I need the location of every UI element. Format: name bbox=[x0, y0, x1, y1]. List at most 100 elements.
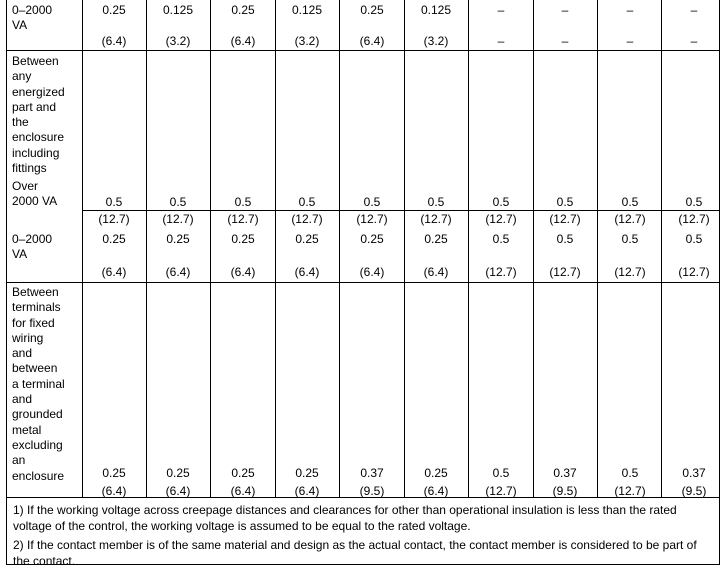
table-cell: 0.25 bbox=[424, 466, 448, 480]
table-cell: (6.4) bbox=[423, 484, 449, 498]
footnote-2: 2) If the contact member is of the same … bbox=[13, 538, 697, 568]
table-cell: 0.25 bbox=[295, 466, 319, 480]
table-cell: 0.5 bbox=[556, 195, 574, 209]
table-cell: (12.7) bbox=[678, 265, 710, 279]
table-cell: – bbox=[626, 3, 634, 17]
table-cell: (6.4) bbox=[294, 484, 320, 498]
table-cell: 0.5 bbox=[621, 466, 639, 480]
table-cell: (6.4) bbox=[230, 484, 256, 498]
table-cell: – bbox=[561, 34, 569, 48]
table-cell: (12.7) bbox=[291, 212, 323, 226]
column-divider bbox=[339, 0, 340, 497]
table-cell: 0.25 bbox=[166, 466, 190, 480]
column-divider bbox=[597, 0, 598, 497]
table-cell: 0.5 bbox=[556, 232, 574, 246]
table-cell: 0.25 bbox=[360, 3, 384, 17]
table-cell: (12.7) bbox=[420, 212, 452, 226]
table-cell: 0.5 bbox=[685, 232, 703, 246]
table-cell: 0.5 bbox=[492, 195, 510, 209]
table-cell: (6.4) bbox=[423, 265, 449, 279]
table-cell: (12.7) bbox=[356, 212, 388, 226]
table-cell: (9.5) bbox=[681, 484, 707, 498]
table-cell: 0.125 bbox=[420, 3, 452, 17]
table-cell: (6.4) bbox=[230, 34, 256, 48]
table-cell: (3.2) bbox=[165, 34, 191, 48]
row-label-0-2000va: 0–2000 VA bbox=[12, 232, 53, 262]
table-cell: 0.5 bbox=[492, 232, 510, 246]
table-cell: 0.5 bbox=[298, 195, 316, 209]
footnote-1: 1) If the working voltage across creepag… bbox=[13, 503, 677, 533]
row-divider bbox=[7, 50, 719, 51]
table-cell: 0.25 bbox=[102, 232, 126, 246]
table-cell: – bbox=[690, 3, 698, 17]
table-cell: (3.2) bbox=[294, 34, 320, 48]
table-cell: 0.25 bbox=[102, 3, 126, 17]
row-label-over-2000va: Over 2000 VA bbox=[12, 179, 58, 209]
column-divider bbox=[661, 0, 662, 497]
table-cell: (12.7) bbox=[485, 484, 517, 498]
table-cell: (12.7) bbox=[678, 212, 710, 226]
column-divider bbox=[404, 0, 405, 497]
table-cell: 0.5 bbox=[492, 466, 510, 480]
table-cell: (9.5) bbox=[359, 484, 385, 498]
table-cell: 0.5 bbox=[621, 195, 639, 209]
table-cell: (6.4) bbox=[101, 484, 127, 498]
column-divider bbox=[82, 0, 83, 497]
table-cell: 0.37 bbox=[682, 466, 706, 480]
row-divider bbox=[7, 282, 719, 283]
table-cell: 0.5 bbox=[105, 195, 123, 209]
table-cell: (6.4) bbox=[165, 484, 191, 498]
table-cell: (12.7) bbox=[485, 212, 517, 226]
table-cell: (12.7) bbox=[227, 212, 259, 226]
table-cell: – bbox=[561, 3, 569, 17]
table-cell: 0.25 bbox=[231, 232, 255, 246]
table-cell: (12.7) bbox=[549, 212, 581, 226]
table-cell: (6.4) bbox=[359, 34, 385, 48]
row-divider bbox=[7, 497, 719, 498]
table-cell: (12.7) bbox=[614, 484, 646, 498]
table-cell: – bbox=[497, 34, 505, 48]
table-cell: 0.125 bbox=[291, 3, 323, 17]
table-cell: – bbox=[626, 34, 634, 48]
column-divider bbox=[275, 0, 276, 497]
table-cell: (12.7) bbox=[162, 212, 194, 226]
table-cell: – bbox=[690, 34, 698, 48]
table-cell: 0.5 bbox=[234, 195, 252, 209]
table-cell: (6.4) bbox=[101, 34, 127, 48]
table-cell: (6.4) bbox=[230, 265, 256, 279]
column-divider bbox=[146, 0, 147, 497]
table-cell: (6.4) bbox=[359, 265, 385, 279]
table-cell: 0.25 bbox=[166, 232, 190, 246]
table-cell: (12.7) bbox=[485, 265, 517, 279]
table-cell: 0.5 bbox=[427, 195, 445, 209]
table-cell: 0.125 bbox=[162, 3, 194, 17]
table-cell: 0.25 bbox=[424, 232, 448, 246]
column-divider bbox=[468, 0, 469, 497]
column-divider bbox=[210, 0, 211, 497]
row-divider bbox=[82, 210, 719, 211]
table-cell: 0.25 bbox=[231, 466, 255, 480]
table-cell: (6.4) bbox=[294, 265, 320, 279]
table-cell: (12.7) bbox=[549, 265, 581, 279]
table-cell: (12.7) bbox=[614, 265, 646, 279]
column-divider bbox=[533, 0, 534, 497]
table-cell: 0.5 bbox=[685, 195, 703, 209]
table-cell: (9.5) bbox=[552, 484, 578, 498]
table-cell: 0.5 bbox=[621, 232, 639, 246]
table-cell: 0.25 bbox=[231, 3, 255, 17]
table-cell: 0.5 bbox=[363, 195, 381, 209]
table-cell: (6.4) bbox=[101, 265, 127, 279]
table-cell: 0.25 bbox=[360, 232, 384, 246]
table-cell: 0.37 bbox=[553, 466, 577, 480]
table-cell: (3.2) bbox=[423, 34, 449, 48]
section-heading-enclosure: Between any energized part and the enclo… bbox=[12, 54, 65, 176]
table-cell: (12.7) bbox=[614, 212, 646, 226]
table-cell: – bbox=[497, 3, 505, 17]
table-cell: 0.37 bbox=[360, 466, 384, 480]
table-cell: (12.7) bbox=[98, 212, 130, 226]
row-label-0-2000va: 0–2000 VA bbox=[12, 3, 53, 33]
table-cell: 0.5 bbox=[169, 195, 187, 209]
table-cell: 0.25 bbox=[102, 466, 126, 480]
table-cell: (6.4) bbox=[165, 265, 191, 279]
table-cell: 0.25 bbox=[295, 232, 319, 246]
